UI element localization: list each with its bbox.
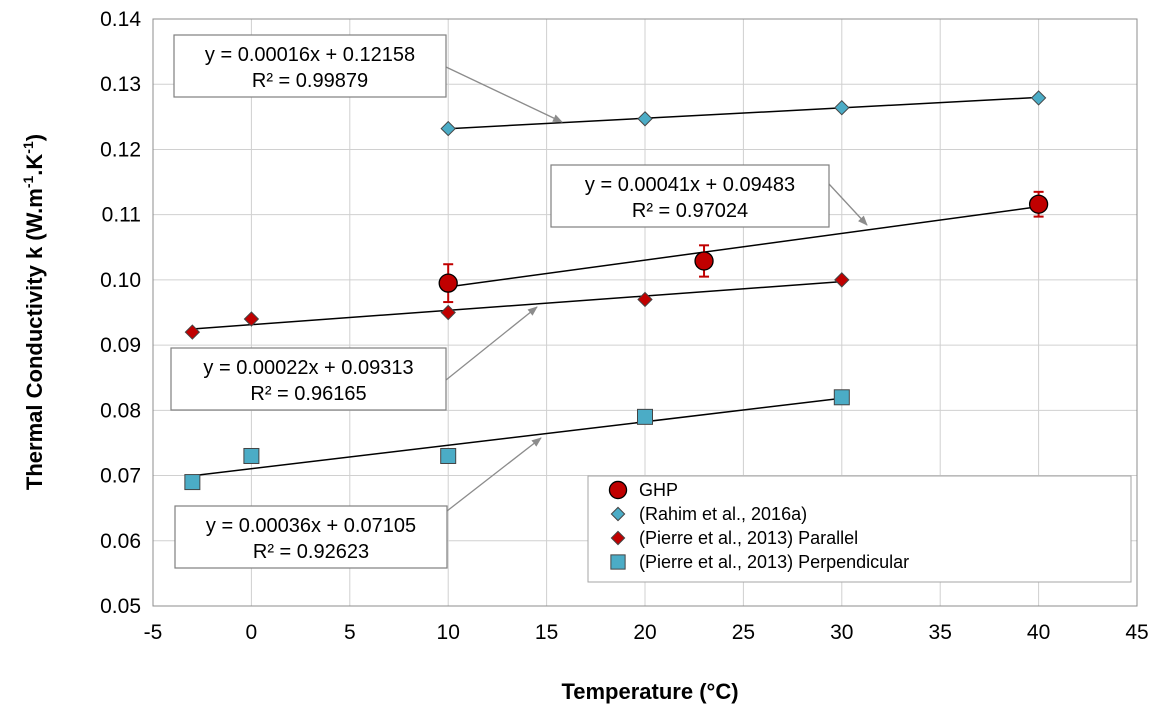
- r-squared-label: R² = 0.96165: [250, 383, 366, 405]
- legend-label: GHP: [639, 480, 678, 500]
- y-tick-label: 0.11: [102, 204, 141, 227]
- y-tick-label: 0.05: [100, 595, 141, 618]
- trendline-equation: y = 0.00036x + 0.07105: [206, 515, 416, 537]
- trendline-equation: y = 0.00022x + 0.09313: [203, 357, 413, 379]
- trendline-equation: y = 0.00016x + 0.12158: [205, 44, 415, 66]
- leader-arrow: [445, 306, 538, 381]
- plot-area-border: [152, 18, 1138, 607]
- equation-labels: y = 0.00016x + 0.12158 R² = 0.99879 y = 0.…: [170, 34, 830, 569]
- data-point-series-2: [440, 304, 456, 321]
- data-point-series-1: [637, 111, 653, 127]
- legend: GHP (Rahim et al., 2016a) (Pierre et al., …: [587, 475, 1132, 583]
- x-tick-label: 5: [344, 621, 356, 644]
- r-squared-label: R² = 0.92623: [253, 541, 369, 563]
- data-point-series-0: [438, 273, 458, 293]
- y-tick-label: 0.09: [100, 334, 141, 357]
- x-tick-label: 15: [535, 621, 558, 644]
- legend-label: (Pierre et al., 2013) Perpendicular: [639, 552, 909, 572]
- data-point-series-3: [637, 408, 653, 425]
- trendline-series-0: [448, 205, 1039, 288]
- y-tick-label: 0.14: [100, 8, 141, 31]
- r-squared-label: R² = 0.97024: [632, 200, 748, 222]
- equation-box: [174, 505, 448, 569]
- y-axis-title-sup2: -1: [20, 141, 36, 154]
- legend-marker-series-2: [610, 530, 626, 546]
- leader-arrow: [446, 437, 542, 512]
- legend-marker-series-0: [608, 480, 628, 500]
- data-point-series-2: [184, 324, 201, 340]
- data-point-series-1: [834, 99, 850, 116]
- trendline-series-1: [448, 96, 1039, 130]
- leader-arrow: [828, 183, 868, 226]
- data-point-series-3: [833, 389, 850, 406]
- data-point-series-2: [834, 272, 850, 288]
- x-tick-label: 40: [1027, 621, 1050, 644]
- legend-label: (Rahim et al., 2016a): [639, 504, 807, 524]
- x-tick-label: 30: [830, 621, 853, 644]
- legend-box: [587, 475, 1132, 583]
- equation-box: [550, 164, 830, 228]
- legend-label: (Pierre et al., 2013) Parallel: [639, 528, 858, 548]
- x-tick-label: 10: [437, 621, 460, 644]
- y-axis-title-sup1: -1: [20, 175, 36, 188]
- r-squared-label: R² = 0.99879: [252, 70, 368, 92]
- data-point-series-2: [243, 311, 260, 327]
- y-axis-title: Thermal Conductivity k (W.m-1.K-1): [20, 134, 47, 490]
- leader-arrow: [445, 66, 563, 123]
- x-tick-label: 45: [1125, 621, 1148, 644]
- data-point-series-2: [637, 291, 653, 308]
- y-tick-label: 0.10: [100, 269, 141, 292]
- legend-marker-series-1: [610, 506, 626, 522]
- y-axis-title-mid: .K: [22, 154, 47, 176]
- x-tick-label: 20: [633, 621, 656, 644]
- data-point-series-0: [694, 251, 714, 271]
- trendline-series-2: [192, 280, 842, 330]
- y-axis-title-main: Thermal Conductivity k (W.m: [22, 188, 47, 490]
- y-axis-title-end: ): [22, 134, 47, 141]
- data-point-series-3: [243, 447, 260, 464]
- y-tick-label: 0.06: [100, 530, 141, 553]
- trendlines: [192, 96, 1039, 477]
- data-point-series-3: [440, 447, 457, 464]
- data-points: [184, 90, 1049, 491]
- x-axis-title: Temperature (°C): [561, 679, 738, 704]
- trendline-series-3: [192, 397, 842, 477]
- legend-marker-series-3: [610, 554, 626, 570]
- equation-box: [170, 347, 447, 411]
- x-tick-label: 0: [246, 621, 258, 644]
- trendline-equation: y = 0.00041x + 0.09483: [585, 174, 795, 196]
- axes: -5 0 5 10 15 20 25 30 35 40 45 0.05 0.06 0.07 0.08 0.09…: [100, 8, 1149, 644]
- x-tick-label: -5: [144, 621, 163, 644]
- y-tick-label: 0.08: [100, 399, 141, 422]
- data-point-series-1: [440, 120, 456, 137]
- data-point-series-1: [1030, 90, 1047, 106]
- annotation-arrows: [445, 66, 868, 512]
- data-point-series-3: [184, 474, 201, 491]
- x-tick-label: 35: [929, 621, 952, 644]
- data-point-series-0: [1028, 194, 1049, 214]
- equation-box: [173, 34, 447, 98]
- y-tick-label: 0.12: [100, 138, 141, 161]
- y-tick-label: 0.07: [100, 465, 141, 488]
- y-tick-label: 0.13: [100, 73, 141, 96]
- x-tick-label: 25: [732, 621, 755, 644]
